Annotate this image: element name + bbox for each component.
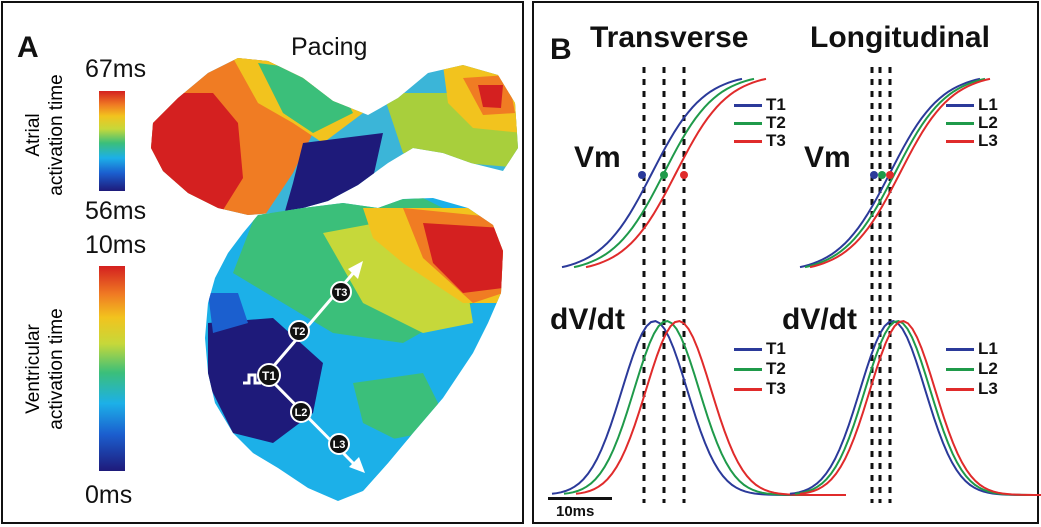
atrial-min-label: 56ms	[85, 197, 147, 225]
activation-dot-transverse-2	[660, 171, 668, 179]
dvdt-trace-transverse-3	[575, 320, 846, 496]
atrial-max-label: 67ms	[85, 55, 147, 83]
ventricular-colorbar	[99, 266, 125, 471]
vm-trace-longitudinal-2	[804, 77, 986, 269]
vm-label-longitudinal: Vm	[804, 141, 851, 174]
atrial-label-line2: activation time	[46, 74, 67, 196]
atrial-colorbar	[99, 91, 125, 191]
site-marker-t2: T2	[288, 320, 310, 342]
ventricular-min-label: 0ms	[85, 481, 133, 509]
legend-item-t2-dvdt: T2	[734, 359, 786, 379]
legend-item-t3-dvdt: T3	[734, 379, 786, 399]
pacing-title: Pacing	[291, 33, 368, 61]
atrial-activation-map	[151, 58, 518, 215]
legend-item-t3: T3	[734, 131, 786, 151]
vm-label-transverse: Vm	[574, 141, 621, 174]
activation-dot-longitudinal-3	[886, 171, 894, 179]
ventricular-label-line2: activation time	[46, 308, 67, 430]
legend-item-t1-dvdt: T1	[734, 339, 786, 359]
panel-a: T1 T2 T3 L2 L3 A Pacing 67ms 56ms 10ms 0…	[1, 1, 524, 524]
legend-item-l3: L3	[946, 131, 998, 151]
ventricular-activation-map	[205, 198, 503, 501]
ventricular-label-line1: Ventricular	[23, 324, 44, 414]
activation-dot-longitudinal-2	[878, 171, 886, 179]
legend-item-l2: L2	[946, 113, 998, 133]
transverse-title: Transverse	[590, 21, 749, 54]
site-marker-t3: T3	[330, 281, 352, 303]
vm-trace-transverse-1	[561, 77, 743, 269]
activation-dot-longitudinal-1	[870, 171, 878, 179]
site-marker-l2: L2	[290, 401, 312, 423]
dvdt-trace-longitudinal-2	[794, 320, 1041, 496]
legend-item-t2: T2	[734, 113, 786, 133]
longitudinal-title: Longitudinal	[810, 21, 990, 54]
activation-dot-transverse-3	[680, 171, 688, 179]
atrial-axis-label: Atrial activation time	[22, 50, 68, 220]
site-label-l3: L3	[333, 439, 346, 451]
panel-b: B Transverse Longitudinal Vm Vm dV/dt dV…	[532, 1, 1041, 524]
activation-dot-transverse-1	[638, 171, 646, 179]
transverse-arrowhead	[348, 261, 363, 279]
legend-item-l2-dvdt: L2	[946, 359, 998, 379]
panel-b-letter: B	[550, 33, 572, 66]
ventricular-axis-label: Ventricular activation time	[22, 284, 68, 454]
dvdt-trace-longitudinal-3	[799, 320, 1041, 496]
site-label-t2: T2	[293, 326, 306, 338]
legend-item-l1: L1	[946, 95, 998, 115]
site-label-l2: L2	[295, 407, 308, 419]
longitudinal-arrowhead	[349, 457, 365, 473]
atrial-label-line1: Atrial	[23, 113, 44, 157]
site-label-t1: T1	[262, 369, 276, 383]
site-marker-t1: T1	[257, 363, 281, 387]
legend-item-l1-dvdt: L1	[946, 339, 998, 359]
dvdt-label-longitudinal: dV/dt	[782, 303, 857, 336]
legend-item-l3-dvdt: L3	[946, 379, 998, 399]
ventricular-max-label: 10ms	[85, 231, 147, 259]
panel-a-letter: A	[17, 31, 39, 64]
site-label-t3: T3	[335, 287, 348, 299]
dvdt-label-transverse: dV/dt	[550, 303, 625, 336]
legend-item-t1: T1	[734, 95, 786, 115]
scale-bar-label: 10ms	[556, 503, 595, 520]
site-marker-l3: L3	[328, 433, 350, 455]
vm-trace-longitudinal-3	[809, 77, 991, 269]
scale-bar	[548, 497, 612, 500]
vm-trace-transverse-3	[585, 77, 767, 269]
dvdt-trace-transverse-2	[563, 320, 834, 496]
optical-traces	[551, 67, 1041, 503]
recording-sites: T1 T2 T3 L2 L3	[257, 281, 352, 455]
activation-maps: T1 T2 T3 L2 L3	[99, 58, 518, 501]
